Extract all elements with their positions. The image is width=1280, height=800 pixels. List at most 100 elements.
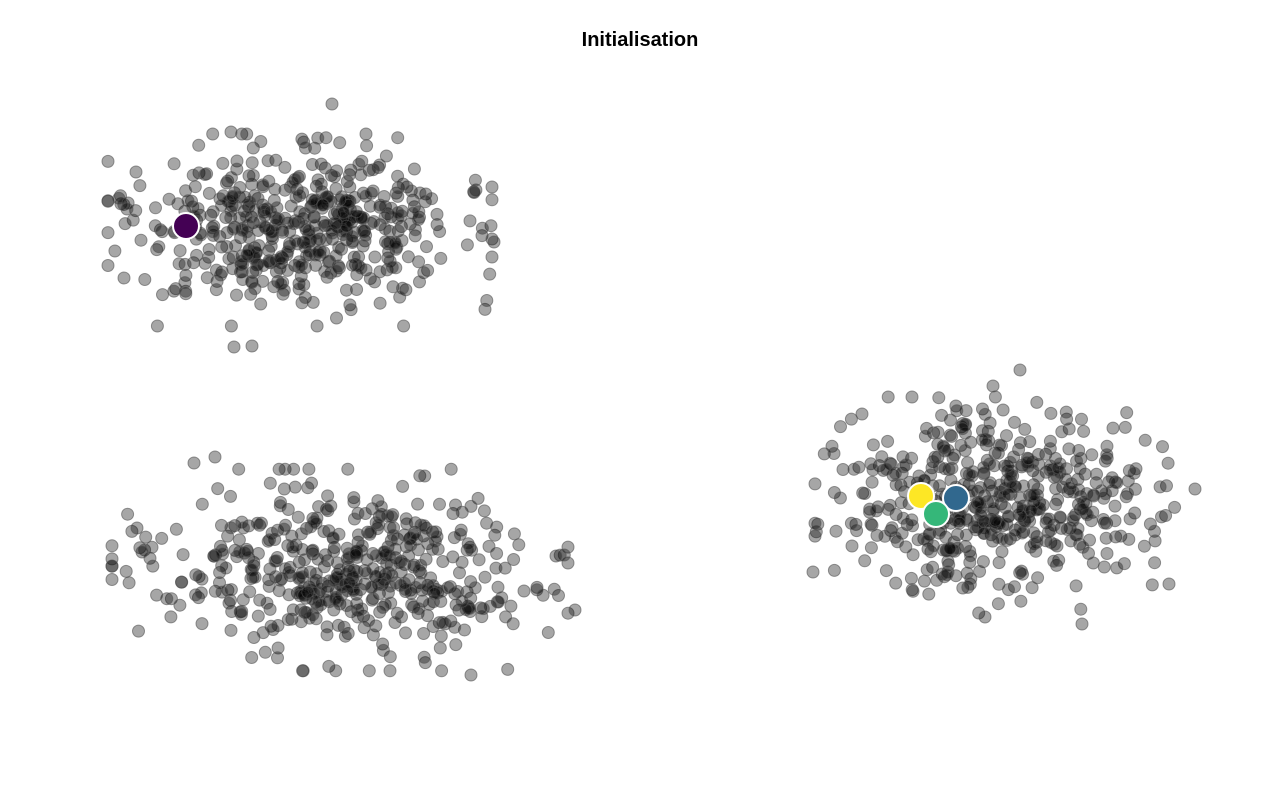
data-point-cluster-1 <box>245 339 259 353</box>
data-point-cluster-1 <box>330 311 343 325</box>
data-point-cluster-1 <box>254 135 268 148</box>
data-point-cluster-3 <box>1188 482 1202 496</box>
data-point-cluster-2 <box>396 479 410 493</box>
data-point-cluster-2 <box>405 598 419 612</box>
data-point-cluster-2 <box>517 584 531 598</box>
data-point-cluster-2 <box>268 554 282 568</box>
data-point-cluster-1 <box>179 184 193 198</box>
data-point-cluster-1 <box>346 258 359 272</box>
data-point-cluster-2 <box>383 579 397 593</box>
data-point-cluster-2 <box>194 586 208 600</box>
data-point-cluster-1 <box>276 275 290 289</box>
data-point-cluster-2 <box>455 555 469 569</box>
data-point-cluster-2 <box>263 602 277 616</box>
data-point-cluster-2 <box>273 573 287 587</box>
data-point-cluster-2 <box>384 596 398 610</box>
data-point-cluster-2 <box>277 522 291 536</box>
data-point-cluster-3 <box>1059 405 1073 419</box>
data-point-cluster-1 <box>318 265 332 278</box>
data-point-cluster-1 <box>256 274 270 288</box>
data-point-cluster-2 <box>426 542 440 556</box>
data-point-cluster-2 <box>561 540 575 554</box>
data-point-cluster-3 <box>806 565 820 579</box>
data-point-cluster-1 <box>378 210 392 224</box>
data-point-cluster-2 <box>414 558 428 572</box>
data-point-cluster-2 <box>292 571 306 584</box>
data-point-cluster-1 <box>215 240 229 254</box>
data-point-cluster-2 <box>355 602 369 616</box>
data-point-cluster-2 <box>221 529 235 543</box>
data-point-cluster-1 <box>430 218 444 232</box>
data-point-cluster-2 <box>376 643 390 657</box>
data-point-cluster-1 <box>383 236 397 249</box>
data-point-cluster-1 <box>430 207 444 221</box>
data-point-cluster-3 <box>917 574 931 588</box>
data-point-cluster-3 <box>1049 482 1063 496</box>
data-point-cluster-2 <box>288 480 302 494</box>
data-point-cluster-3 <box>1122 532 1136 546</box>
data-point-cluster-1 <box>325 97 339 111</box>
data-point-cluster-1 <box>349 205 363 219</box>
data-point-cluster-3 <box>889 478 903 492</box>
data-point-cluster-3 <box>991 531 1005 544</box>
data-point-cluster-3 <box>844 516 858 530</box>
data-point-cluster-2 <box>251 609 265 623</box>
data-point-cluster-2 <box>273 499 287 513</box>
data-point-cluster-3 <box>941 443 955 457</box>
data-point-cluster-1 <box>207 219 221 233</box>
centroid-1 <box>172 212 200 240</box>
data-point-cluster-3 <box>1005 480 1019 494</box>
data-point-cluster-2 <box>568 603 582 617</box>
data-point-cluster-3 <box>836 463 850 476</box>
data-point-cluster-3 <box>963 544 977 558</box>
data-point-cluster-3 <box>1054 511 1067 525</box>
data-point-cluster-1 <box>236 273 250 286</box>
data-point-cluster-3 <box>1105 471 1119 485</box>
data-point-cluster-3 <box>1013 436 1027 450</box>
data-point-cluster-3 <box>1044 406 1058 420</box>
data-point-cluster-1 <box>363 199 377 213</box>
data-point-cluster-1 <box>251 224 265 237</box>
data-point-cluster-2 <box>331 594 345 608</box>
data-point-cluster-3 <box>1148 556 1162 570</box>
data-point-cluster-3 <box>881 390 895 404</box>
data-point-cluster-2 <box>483 599 497 613</box>
data-point-cluster-1 <box>350 283 364 296</box>
data-point-cluster-1 <box>329 249 343 263</box>
data-point-cluster-1 <box>264 205 278 219</box>
data-point-cluster-2 <box>291 510 305 524</box>
data-point-cluster-3 <box>899 458 913 472</box>
data-point-cluster-3 <box>1050 539 1064 553</box>
data-point-cluster-3 <box>906 548 920 562</box>
data-point-cluster-3 <box>1145 578 1159 592</box>
data-point-cluster-2 <box>553 548 567 562</box>
data-point-cluster-3 <box>1121 474 1135 488</box>
data-point-cluster-2 <box>400 517 414 531</box>
data-point-cluster-3 <box>1024 504 1038 518</box>
data-point-cluster-2 <box>195 497 209 511</box>
data-point-cluster-2 <box>164 610 178 624</box>
data-point-cluster-2 <box>477 504 491 518</box>
data-point-cluster-1 <box>295 132 309 146</box>
data-point-cluster-2 <box>312 500 326 514</box>
data-point-cluster-2 <box>224 623 238 637</box>
data-point-cluster-2 <box>362 614 376 628</box>
data-point-cluster-1 <box>256 259 270 272</box>
data-point-cluster-1 <box>413 186 427 200</box>
data-point-cluster-3 <box>1074 602 1088 616</box>
data-point-cluster-2 <box>386 528 400 542</box>
data-point-cluster-2 <box>119 564 133 578</box>
data-point-cluster-2 <box>435 664 449 678</box>
data-point-cluster-3 <box>845 539 859 553</box>
data-point-cluster-3 <box>895 526 909 540</box>
data-point-cluster-2 <box>224 521 238 535</box>
data-point-cluster-3 <box>1086 556 1100 570</box>
data-point-cluster-3 <box>865 475 879 489</box>
data-point-cluster-1 <box>219 211 233 224</box>
data-point-cluster-3 <box>988 390 1002 404</box>
data-point-cluster-2 <box>501 662 515 676</box>
data-point-cluster-3 <box>1008 580 1021 594</box>
data-point-cluster-3 <box>1075 412 1088 426</box>
data-point-cluster-2 <box>428 534 442 548</box>
data-point-cluster-1 <box>363 272 377 285</box>
